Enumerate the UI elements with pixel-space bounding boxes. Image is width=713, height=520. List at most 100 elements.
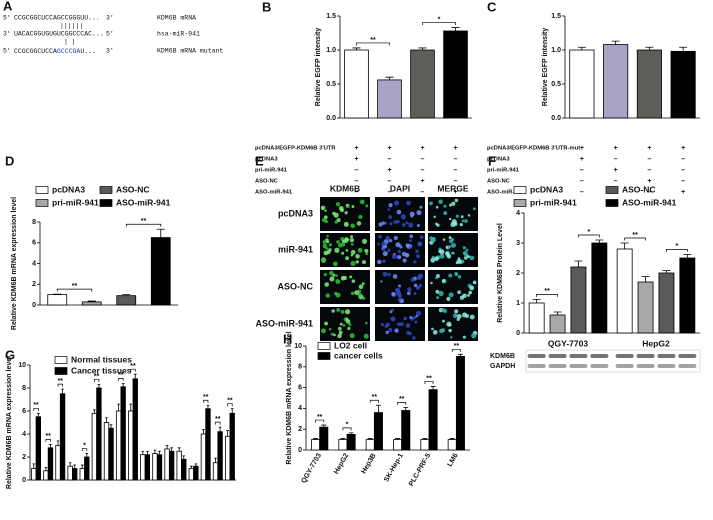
seq-name: KDM6B mRNA mutant: [157, 48, 223, 55]
condition-cell: –: [421, 189, 425, 196]
significance-label: **: [94, 373, 100, 380]
blot-band: [678, 354, 697, 358]
cell: [382, 251, 388, 257]
bar: [120, 386, 126, 481]
cell: [348, 323, 352, 327]
cell: [397, 298, 401, 302]
bar: [569, 49, 595, 119]
legend-swatch: [99, 199, 113, 207]
y-tick-label: 0.5: [551, 81, 561, 88]
cell: [328, 327, 332, 331]
bar: [150, 237, 171, 306]
significance-label: **: [426, 375, 432, 382]
y-tick-label: 4: [516, 210, 520, 217]
condition-label: pcDNA3: [487, 157, 510, 163]
error-bar: [93, 409, 96, 414]
cell: [350, 235, 354, 239]
cell: [419, 235, 424, 239]
cell: [442, 319, 445, 323]
significance-label: **: [118, 372, 124, 379]
y-tick-label: 3: [516, 240, 520, 247]
column-header: DAPI: [390, 183, 410, 193]
chart-panel: D Relative KDM6B mRNA expression level 0 2 4…: [5, 153, 178, 330]
seq-part: U...: [80, 48, 96, 55]
error-bar: [595, 239, 604, 243]
error-bar: [177, 447, 181, 452]
bar: [91, 412, 98, 481]
legend-label: ASO-miR-941: [116, 197, 171, 207]
error-bar: [156, 228, 165, 238]
error-bar: [165, 445, 169, 449]
error-bar: [121, 383, 125, 387]
bar: [72, 468, 78, 481]
condition-label: ASO-NC: [255, 179, 279, 185]
error-bar: [182, 455, 186, 460]
cell: [439, 253, 445, 259]
cell: [415, 285, 420, 290]
cell: [350, 291, 355, 296]
cell: [326, 240, 330, 244]
cell: [402, 258, 407, 263]
panel-letter: C: [487, 0, 497, 14]
blot-band: [615, 354, 634, 358]
cell: [334, 291, 338, 296]
bar: [428, 389, 438, 451]
condition-cell: –: [647, 156, 651, 163]
significance-label: **: [141, 218, 147, 225]
error-bar: [449, 438, 455, 440]
cell: [416, 254, 421, 259]
bar: [55, 445, 61, 481]
micrograph: [320, 307, 370, 341]
cell: [408, 245, 412, 249]
cell: [385, 235, 390, 241]
condition-cell: –: [454, 167, 458, 174]
condition-cell: –: [421, 156, 425, 163]
error-bar: [133, 373, 137, 379]
error-bar: [44, 466, 48, 471]
seq-end: 3': [106, 48, 114, 55]
y-tick-label: 6: [32, 240, 36, 247]
cell: [456, 314, 462, 319]
condition-label: ASO-miR-941: [255, 190, 293, 196]
error-bar: [403, 406, 409, 411]
legend-swatch: [35, 199, 49, 207]
cell: [349, 238, 355, 243]
cell: [336, 240, 340, 244]
legend-label: Normal tissues: [71, 354, 132, 364]
y-tick-label: 0.5: [326, 81, 336, 88]
condition-cell: –: [614, 178, 618, 185]
legend-swatch: [317, 352, 331, 360]
cell: [334, 247, 340, 253]
cell: [438, 199, 443, 205]
bar: [144, 454, 151, 481]
legend-label: ASO-NC: [116, 184, 150, 194]
condition-cell: –: [388, 189, 392, 196]
x-tick-label: QGY-7703: [548, 338, 588, 348]
significance-label: **: [45, 433, 51, 440]
cell: [436, 296, 440, 300]
bar: [43, 470, 49, 481]
panel-a: A 5' CCGCGGCUCCAGCCGGGUU... 3' KDM6B mRN…: [3, 0, 223, 55]
y-axis-label: Relative KDM6B mRNA expression level: [6, 356, 13, 489]
row-label: ASO-miR-941: [255, 318, 313, 328]
panel-letter: E: [255, 153, 264, 168]
cell: [388, 215, 392, 219]
legend-swatch: [54, 367, 68, 375]
legend-label: pri-miR-941: [52, 197, 99, 207]
error-bar: [117, 403, 120, 411]
cell: [325, 246, 329, 250]
condition-cell: –: [454, 156, 458, 163]
legend-swatch: [513, 186, 527, 194]
cell: [345, 319, 351, 324]
significance-label: **: [33, 402, 39, 409]
bar: [103, 422, 110, 481]
cell: [406, 291, 411, 296]
panel-e: E KDM6B DAPI MERGE pcDNA3 miR-941 ASO-NC…: [255, 153, 478, 341]
y-axis-label: Relative KDM6B mRNA expression level: [286, 331, 293, 464]
cell: [465, 314, 470, 318]
sequence: UACACGGUGUGUCGGCCCAC...: [14, 31, 104, 38]
error-bar: [32, 463, 36, 469]
condition-cell: +: [387, 145, 391, 152]
